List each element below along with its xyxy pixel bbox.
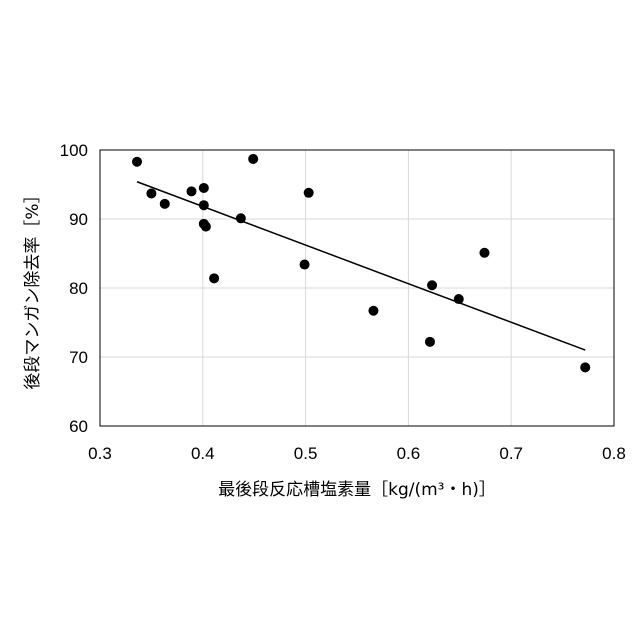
y-tick-label: 80 [69,279,88,298]
data-point [580,362,590,372]
y-tick-label: 90 [69,210,88,229]
x-tick-label: 0.8 [602,444,626,463]
data-point [248,154,258,164]
data-point [454,294,464,304]
x-tick-label: 0.7 [499,444,523,463]
data-point [160,199,170,209]
y-axis-title: 後段マンガン除去率［%］ [23,186,43,389]
x-tick-label: 0.6 [397,444,421,463]
x-tick-label: 0.4 [191,444,215,463]
data-point [186,186,196,196]
data-point [300,260,310,270]
x-tick-label: 0.5 [294,444,318,463]
x-tick-label: 0.3 [88,444,112,463]
data-point [199,183,209,193]
data-point [199,200,209,210]
data-point [427,280,437,290]
y-tick-label: 60 [69,417,88,436]
data-point [132,157,142,167]
data-point [201,222,211,232]
y-tick-label: 100 [60,141,88,160]
y-tick-label: 70 [69,348,88,367]
data-point [304,188,314,198]
data-point [236,213,246,223]
x-axis-title: 最後段反応槽塩素量［kg/(m³・h)］ [218,480,496,500]
data-point [479,248,489,258]
data-point [146,188,156,198]
data-point [368,306,378,316]
data-point [209,273,219,283]
data-point [425,337,435,347]
